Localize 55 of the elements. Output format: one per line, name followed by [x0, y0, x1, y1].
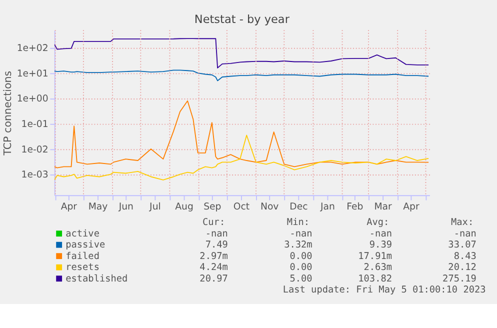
- line-series: [54, 38, 430, 68]
- text: 2.97m: [200, 250, 228, 262]
- text: Max:: [451, 217, 474, 228]
- text: 20.97: [200, 273, 228, 284]
- x-tick-label: Mar: [374, 202, 392, 213]
- y-tick-label: 1e-01: [21, 118, 48, 130]
- text: 7.49: [205, 240, 228, 251]
- text: 33.07: [448, 240, 476, 251]
- x-tick-label: Feb: [346, 202, 364, 213]
- y-tick-label: 1e-02: [21, 144, 48, 156]
- x-tick-label: Apr: [403, 202, 420, 213]
- legend-label: active: [66, 228, 100, 240]
- text: 0.00: [290, 250, 313, 262]
- text: Avg:: [366, 217, 390, 228]
- legend-label: failed: [66, 250, 100, 262]
- x-tick-label: Dec: [290, 202, 308, 213]
- legend-label: passive: [66, 240, 106, 251]
- text: 3.32m: [284, 240, 313, 251]
- text: -nan: [205, 228, 228, 240]
- text: 9.39: [369, 240, 392, 251]
- x-tick-label: Oct: [233, 202, 250, 213]
- line-series: [54, 70, 430, 82]
- text: 103.82: [358, 273, 392, 284]
- line-series: [54, 134, 430, 180]
- y-axis-title: TCP connections: [2, 70, 14, 156]
- text: 8.43: [454, 250, 476, 262]
- x-tick-label: Nov: [260, 202, 280, 213]
- text: 5.00: [290, 273, 313, 284]
- x-tick-label: Sep: [204, 202, 222, 213]
- x-tick-label: Jun: [118, 202, 134, 213]
- x-tick-label: Jul: [148, 202, 161, 213]
- y-tick-label: 1e+02: [16, 43, 48, 54]
- text: 275.19: [442, 273, 476, 284]
- text: Min:: [286, 217, 310, 228]
- x-tick-label: Jan: [320, 202, 336, 213]
- x-tick-label: May: [88, 202, 108, 213]
- text: 17.91m: [358, 250, 392, 262]
- y-tick-label: 1e-03: [21, 170, 48, 181]
- text: 0.00: [290, 262, 313, 274]
- text: 2.63m: [364, 262, 392, 274]
- chart-title: Netstat - by year: [194, 13, 290, 26]
- text: 4.24m: [200, 262, 228, 274]
- text: -nan: [290, 228, 312, 240]
- x-tick-label: Apr: [60, 202, 78, 213]
- text: Cur:: [202, 217, 226, 228]
- text: Last update: Fri May 5 01:00:10 2023: [282, 284, 486, 296]
- line-series: [54, 100, 430, 168]
- legend-label: resets: [66, 262, 100, 274]
- x-tick-label: Aug: [175, 202, 194, 213]
- text: -nan: [369, 228, 392, 240]
- y-tick-label: 1e+01: [16, 68, 48, 80]
- legend-label: established: [66, 273, 128, 284]
- text: 20.12: [448, 262, 476, 274]
- y-tick-label: 1e+00: [16, 94, 48, 105]
- text: -nan: [454, 228, 476, 240]
